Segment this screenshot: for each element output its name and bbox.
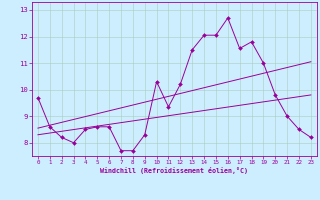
X-axis label: Windchill (Refroidissement éolien,°C): Windchill (Refroidissement éolien,°C) — [100, 167, 248, 174]
